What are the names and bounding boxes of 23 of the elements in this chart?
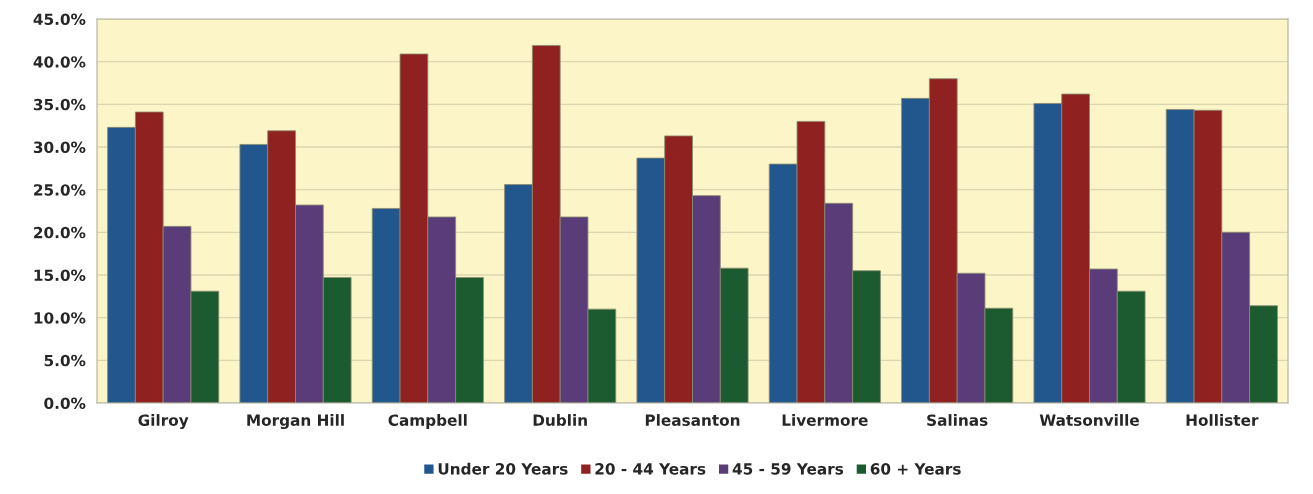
y-tick-label: 45.0% xyxy=(33,13,86,26)
x-tick-label: Dublin xyxy=(533,414,587,426)
x-tick-label: Livermore xyxy=(782,414,868,426)
legend-label: Under 20 Years xyxy=(438,462,568,475)
legend-label: 45 - 59 Years xyxy=(732,463,844,475)
x-tick-label: Gilroy xyxy=(138,414,189,430)
y-tick-label: 30.0% xyxy=(33,141,86,154)
y-tick-label: 5.0% xyxy=(44,354,86,367)
y-tick-label: 10.0% xyxy=(34,312,86,324)
y-tick-label: 40.0% xyxy=(33,56,86,68)
x-tick-label: Watsonville xyxy=(1039,414,1139,426)
x-tick-label: Pleasanton xyxy=(645,414,740,426)
x-tick-label: Campbell xyxy=(388,414,467,429)
y-tick-label: 35.0% xyxy=(33,98,86,111)
x-tick-label: Salinas xyxy=(927,414,988,426)
y-tick-label: 15.0% xyxy=(34,269,86,282)
legend-label: 20 - 44 Years xyxy=(595,463,706,475)
y-tick-label: 0.0% xyxy=(44,397,86,410)
legend-label: 60 + Years xyxy=(870,463,961,475)
x-tick-label: Morgan Hill xyxy=(247,414,344,430)
y-tick-label: 25.0% xyxy=(34,184,86,196)
x-tick-label: Hollister xyxy=(1186,414,1259,426)
y-tick-label: 20.0% xyxy=(34,226,86,239)
